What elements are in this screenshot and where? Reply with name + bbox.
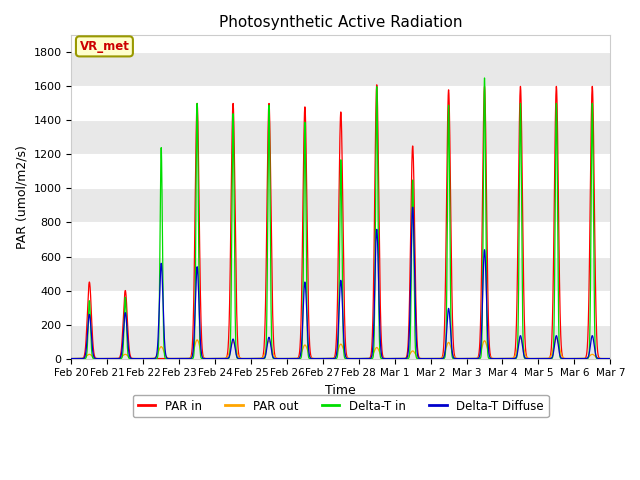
Bar [72, 189, 611, 222]
Title: Photosynthetic Active Radiation: Photosynthetic Active Radiation [219, 15, 463, 30]
Bar [72, 52, 611, 86]
Bar [72, 120, 611, 155]
Legend: PAR in, PAR out, Delta-T in, Delta-T Diffuse: PAR in, PAR out, Delta-T in, Delta-T Dif… [133, 395, 548, 417]
Y-axis label: PAR (umol/m2/s): PAR (umol/m2/s) [15, 145, 28, 249]
X-axis label: Time: Time [326, 384, 356, 397]
Bar [72, 324, 611, 359]
Bar [72, 256, 611, 290]
Text: VR_met: VR_met [79, 40, 129, 53]
